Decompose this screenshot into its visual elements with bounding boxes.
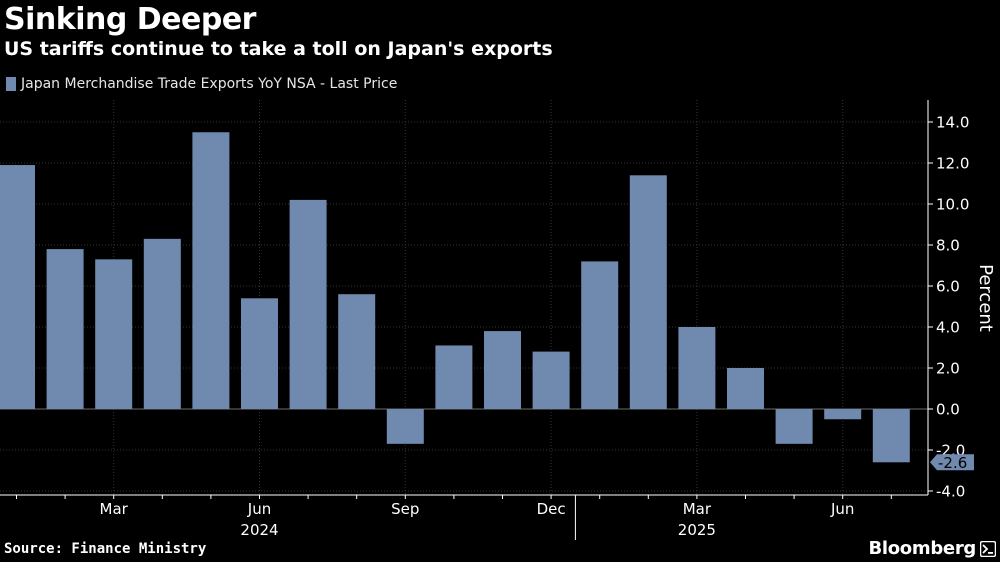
terminal-icon — [980, 541, 996, 557]
bar — [872, 409, 910, 463]
bar — [143, 238, 181, 409]
x-tick-label: Sep — [391, 500, 419, 518]
bar — [192, 132, 230, 409]
y-tick-label: 6.0 — [936, 278, 960, 296]
x-tick-label: Jun — [830, 500, 854, 518]
year-label: 2024 — [240, 521, 278, 539]
last-value-callout — [930, 454, 974, 471]
y-tick-label: 4.0 — [936, 319, 960, 337]
bar — [0, 165, 35, 409]
legend-label: Japan Merchandise Trade Exports YoY NSA … — [21, 76, 398, 92]
y-tick-label: 0.0 — [936, 401, 960, 419]
bar — [46, 249, 84, 409]
source-note: Source: Finance Ministry — [4, 541, 207, 557]
bar — [435, 345, 473, 409]
y-tick-label: 8.0 — [936, 237, 960, 255]
bar — [95, 259, 133, 409]
bar — [678, 327, 716, 409]
bar — [581, 261, 619, 409]
bar — [338, 294, 376, 409]
year-label: 2025 — [678, 521, 716, 539]
bar — [532, 351, 570, 409]
bar — [727, 368, 764, 409]
bar — [484, 331, 521, 409]
chart-subtitle: US tariffs continue to take a toll on Ja… — [4, 38, 553, 60]
x-tick-label: Dec — [537, 500, 566, 518]
y-tick-label: 12.0 — [936, 155, 969, 173]
y-tick-label: -4.0 — [936, 483, 965, 501]
y-tick-label: 10.0 — [936, 196, 969, 214]
y-tick-label: 2.0 — [936, 360, 960, 378]
bar — [824, 409, 862, 420]
x-tick-label: Jun — [247, 500, 271, 518]
x-tick-label: Mar — [683, 500, 712, 518]
y-tick-label: 14.0 — [936, 114, 969, 132]
bar — [629, 175, 667, 409]
legend: Japan Merchandise Trade Exports YoY NSA … — [6, 76, 397, 92]
legend-swatch — [6, 77, 16, 91]
x-tick-label: Mar — [100, 500, 129, 518]
last-value-label: -2.6 — [938, 454, 967, 472]
bar — [386, 409, 424, 444]
chart-title: Sinking Deeper — [4, 2, 256, 37]
bar — [289, 199, 327, 409]
bar — [775, 409, 813, 444]
brand-logo: Bloomberg — [868, 538, 976, 559]
y-axis-title: Percent — [975, 264, 996, 332]
bar — [241, 298, 278, 409]
